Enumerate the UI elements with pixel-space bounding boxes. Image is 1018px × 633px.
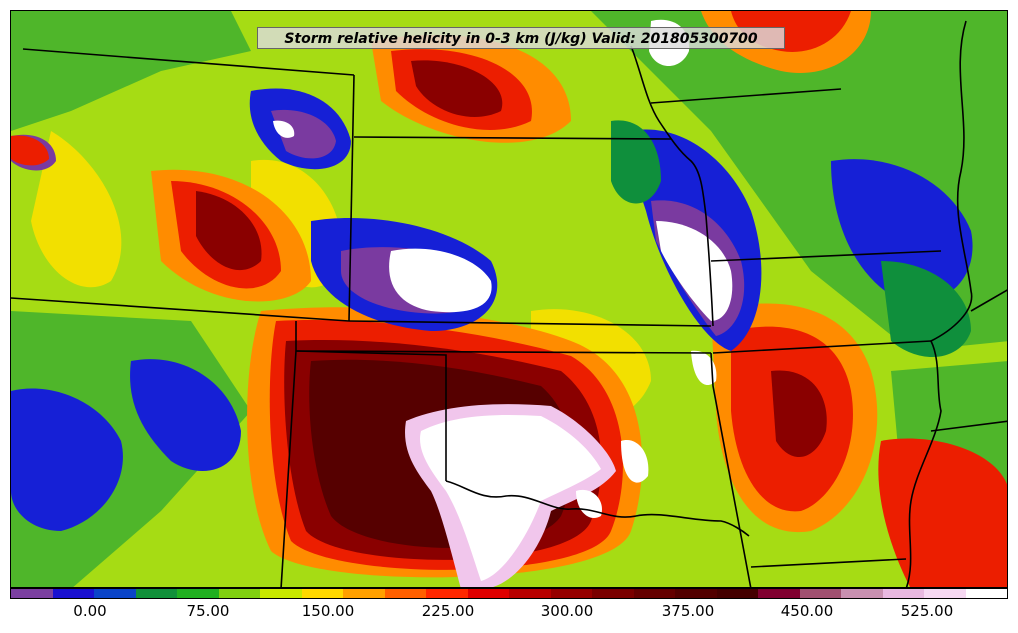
colorbar-swatch (509, 589, 551, 598)
colorbar-swatch (841, 589, 883, 598)
colorbar-tick-label: 150.00 (301, 602, 355, 620)
colorbar-swatch (426, 589, 468, 598)
helicity-field-white-42 (621, 440, 649, 483)
border-kentucky (970, 289, 1007, 312)
border-kansas-oklahoma (295, 350, 712, 354)
border-mississippi (905, 20, 973, 587)
border-louisiana (750, 558, 907, 568)
colorbar-swatch (882, 589, 924, 598)
border-missouri-arkansas (712, 340, 932, 354)
colorbar-swatch (301, 589, 343, 598)
border-montana-wyoming (22, 48, 355, 76)
colorbar-swatch (343, 589, 385, 598)
helicity-field-dark_red-24 (771, 370, 827, 458)
colorbar-swatch (177, 589, 219, 598)
colorbar-swatch (94, 589, 136, 598)
helicity-field-blue-39 (130, 359, 241, 471)
border-red-river (445, 480, 750, 537)
colorbar-tick-label: 375.00 (661, 602, 715, 620)
helicity-field-white-21 (420, 414, 601, 581)
colorbar (10, 588, 1008, 599)
colorbar-swatch (550, 589, 592, 598)
colorbar-swatch (592, 589, 634, 598)
helicity-field-purple-30 (271, 109, 336, 159)
helicity-field-green-33 (611, 120, 661, 204)
helicity-field-red-45 (11, 135, 49, 166)
colorbar-swatch (384, 589, 426, 598)
colorbar-tick-labels: 0.00 75.00 150.00 225.00 300.00 375.00 450.00 5… (10, 602, 1008, 624)
helicity-map (11, 11, 1007, 587)
colorbar-swatch (965, 589, 1007, 598)
colorbar-swatch (467, 589, 509, 598)
colorbar-swatch (924, 589, 966, 598)
helicity-field-layer (11, 11, 1007, 587)
helicity-field-yellow-5 (31, 131, 122, 288)
border-new-mexico-west (280, 350, 297, 587)
helicity-field-white-35 (656, 221, 733, 321)
border-south-dakota-nebraska (353, 136, 672, 140)
colorbar-swatch (675, 589, 717, 598)
colorbar-tick-label: 525.00 (900, 602, 954, 620)
helicity-field-blue-36 (831, 159, 973, 303)
border-wyoming-colorado (11, 297, 350, 322)
map-title: Storm relative helicity in 0-3 km (J/kg)… (257, 27, 785, 49)
colorbar-swatch (799, 589, 841, 598)
border-north-dakota-south-dakota (650, 88, 842, 104)
state-borders (11, 20, 1007, 587)
colorbar-swatch (218, 589, 260, 598)
colorbar-swatch (758, 589, 800, 598)
colorbar-tick-label: 450.00 (780, 602, 834, 620)
border-oklahoma-panhandle (295, 350, 447, 481)
colorbar-swatch (52, 589, 94, 598)
border-nebraska-south (348, 320, 712, 327)
helicity-field-white-28 (389, 248, 492, 313)
colorbar-swatch (716, 589, 758, 598)
border-iowa-missouri (710, 250, 942, 262)
border-tennessee (930, 420, 1007, 432)
colorbar-tick-label: 0.00 (73, 602, 107, 620)
map-panel: Storm relative helicity in 0-3 km (J/kg)… (10, 10, 1008, 588)
helicity-field-dark_red-10 (196, 191, 262, 271)
helicity-field-background-1 (11, 11, 251, 131)
helicity-field-white-41 (691, 350, 717, 386)
border-arkansas-west (710, 352, 752, 587)
colorbar-swatch (633, 589, 675, 598)
colorbar-swatch (11, 589, 53, 598)
helicity-field-blue-38 (11, 388, 123, 531)
colorbar-tick-label: 300.00 (540, 602, 594, 620)
colorbar-tick-label: 225.00 (421, 602, 475, 620)
colorbar-tick-label: 75.00 (186, 602, 230, 620)
helicity-field-white-31 (273, 120, 295, 138)
border-wyoming-east (348, 74, 355, 322)
colorbar-swatch (260, 589, 302, 598)
border-missouri-river (630, 45, 714, 327)
helicity-field-green-37 (881, 261, 971, 358)
colorbar-swatch (135, 589, 177, 598)
helicity-field-dark_red-13 (411, 60, 503, 117)
